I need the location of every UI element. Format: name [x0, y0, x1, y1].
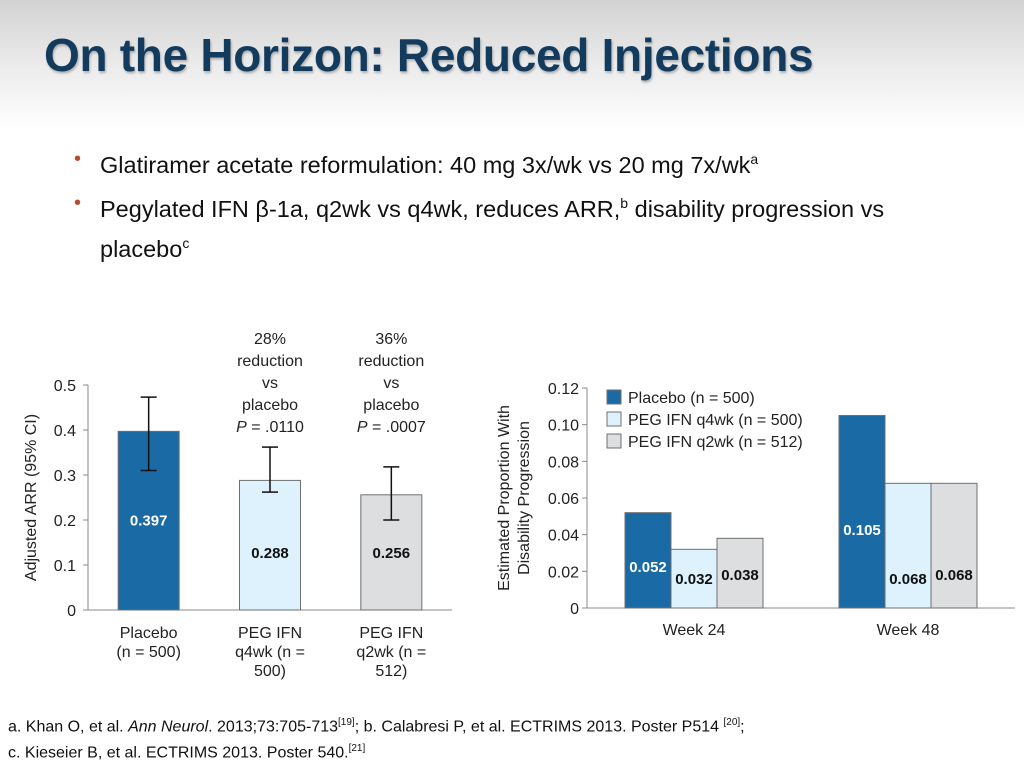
x-tick-label: 500)	[254, 663, 286, 680]
data-label: 0.068	[889, 571, 927, 588]
y-tick-label: 0.5	[54, 378, 76, 395]
references: a. Khan O, et al. Ann Neurol. 2013;73:70…	[8, 712, 1018, 765]
annotation-text: reduction	[358, 353, 424, 370]
bullet-item-glatiramer: • Glatiramer acetate reformulation: 40 mg…	[74, 142, 934, 182]
p-value: = .0007	[368, 419, 426, 436]
annotation-text: vs	[262, 375, 278, 392]
annotation-text: placebo	[363, 397, 419, 414]
bar	[884, 482, 932, 609]
reference-separator: ;	[740, 718, 745, 736]
y-tick-label: 0.10	[548, 418, 579, 435]
x-tick-label: Week 48	[877, 622, 940, 639]
bullet-item-peg-ifn: • Pegylated IFN β-1a, q2wk vs q4wk, reduc…	[74, 186, 934, 266]
data-label: 0.397	[130, 513, 168, 530]
annotation-text: 36%	[375, 331, 407, 348]
reference-b: ; b. Calabresi P, et al. ECTRIMS 2013. P…	[354, 718, 724, 736]
y-axis-label: Adjusted ARR (95% CI)	[23, 414, 40, 581]
x-tick-label: PEG IFN	[359, 625, 423, 642]
legend-swatch	[606, 389, 622, 405]
p-value: = .0110	[247, 419, 304, 436]
bullet-dot-icon: •	[74, 148, 82, 170]
x-tick-label: q2wk (n =	[356, 644, 426, 661]
y-tick-label: 0	[570, 601, 579, 618]
legend-swatch	[606, 411, 622, 427]
reference-a: a. Khan O, et al.	[8, 718, 129, 736]
y-tick-label: 0.02	[548, 564, 579, 581]
reference-a-citation: . 2013;73:705-713	[208, 718, 339, 736]
reference-marker: [21]	[348, 743, 366, 755]
y-axis-label: Disability Progression	[516, 421, 533, 575]
annotation-p-value: P = .0007	[357, 419, 426, 436]
bar	[624, 512, 672, 609]
y-tick-label: 0.04	[548, 528, 579, 545]
bullet-text-continued: disability progression vs placebo	[100, 195, 885, 262]
bullet-text: Glatiramer acetate reformulation: 40 mg …	[100, 151, 751, 178]
data-label: 0.038	[721, 567, 759, 584]
y-tick-label: 0	[67, 603, 76, 620]
legend-label: PEG IFN q2wk (n = 512)	[628, 434, 803, 451]
bullet-text: Pegylated IFN β-1a, q2wk vs q4wk, reduce…	[100, 195, 621, 222]
legend-label: PEG IFN q4wk (n = 500)	[628, 412, 803, 429]
data-label: 0.052	[629, 559, 667, 576]
bar	[838, 415, 886, 609]
y-tick-label: 0.06	[548, 491, 579, 508]
y-tick-label: 0.4	[54, 423, 76, 440]
x-tick-label: Week 24	[663, 622, 726, 639]
annotation-p-value: P = .0110	[236, 419, 304, 436]
annotation-text: placebo	[242, 397, 298, 414]
annotation-text: 28%	[254, 331, 286, 348]
bullet-footnote-marker: a	[750, 151, 759, 167]
y-tick-label: 0.08	[548, 454, 579, 471]
x-tick-label: q4wk (n =	[235, 644, 305, 661]
data-label: 0.068	[935, 567, 973, 584]
x-tick-label: PEG IFN	[238, 625, 302, 642]
bullet-footnote-marker: c	[182, 234, 190, 251]
reference-marker: [19]	[338, 717, 355, 728]
p-label: P	[357, 419, 368, 436]
x-tick-label: Placebo	[120, 625, 178, 642]
bullet-dot-icon: •	[74, 191, 82, 214]
data-label: 0.105	[843, 522, 881, 539]
x-tick-label: 512)	[375, 663, 407, 680]
bar	[716, 537, 764, 609]
annotation-text: reduction	[237, 353, 303, 370]
data-label: 0.032	[675, 571, 713, 588]
data-label: 0.288	[251, 545, 289, 562]
y-tick-label: 0.2	[54, 513, 76, 530]
arr-bar-chart: 0 0.1 0.2 0.3 0.4 0.5 Adjusted ARR (95% CI) 0.3…	[23, 331, 452, 680]
slide-title: On the Horizon: Reduced Injections	[44, 29, 814, 81]
y-tick-label: 0.1	[54, 558, 76, 575]
legend-swatch	[606, 433, 622, 449]
reference-line-2: c. Kieseier B, et al. ECTRIMS 2013. Post…	[8, 738, 1018, 764]
y-tick-label: 0.3	[54, 468, 76, 485]
x-tick-label: (n = 500)	[116, 644, 180, 661]
bar	[930, 482, 978, 609]
y-axis-label: Estimated Proportion With	[496, 405, 513, 591]
reference-c: c. Kieseier B, et al. ECTRIMS 2013. Post…	[8, 744, 349, 762]
disability-progression-bar-chart: 0 0.02 0.04 0.06 0.08 0.10 0.12 Estimated Propo…	[496, 381, 1015, 639]
reference-marker: [20]	[723, 717, 741, 728]
y-tick-label: 0.12	[548, 381, 579, 398]
annotation-text: vs	[383, 375, 399, 392]
bar	[670, 548, 718, 609]
data-label: 0.256	[373, 545, 411, 562]
bullet-footnote-marker: b	[620, 194, 629, 211]
reference-line-1: a. Khan O, et al. Ann Neurol. 2013;73:70…	[8, 712, 1018, 738]
bar	[239, 479, 301, 611]
p-label: P	[236, 419, 247, 436]
reference-journal: Ann Neurol	[128, 718, 209, 736]
legend-label: Placebo (n = 500)	[628, 390, 755, 407]
bullet-list: • Glatiramer acetate reformulation: 40 mg…	[74, 142, 934, 269]
